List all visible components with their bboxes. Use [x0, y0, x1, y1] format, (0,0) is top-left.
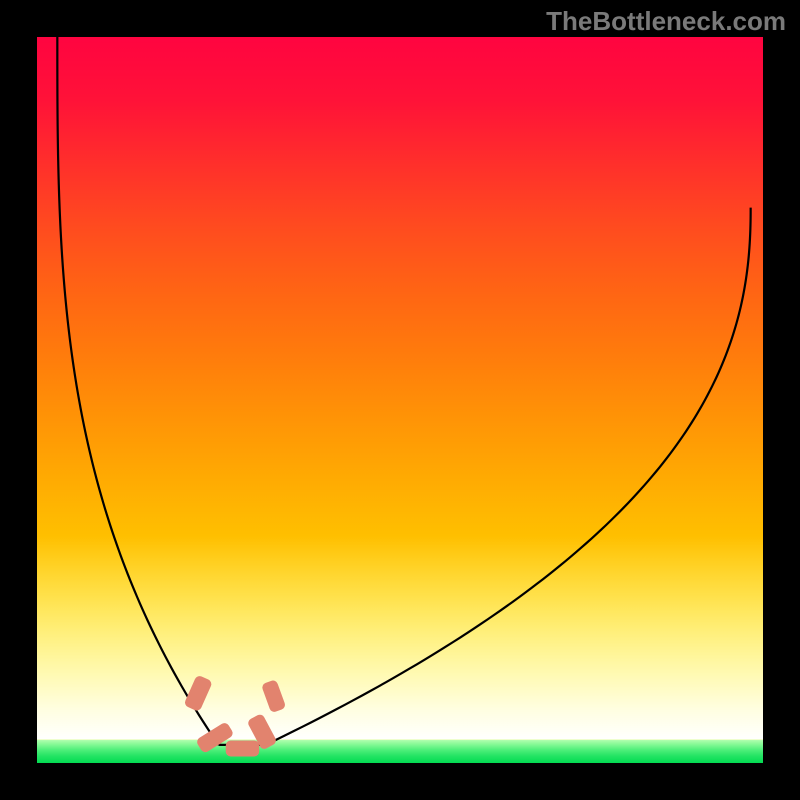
chart-container: TheBottleneck.com	[0, 0, 800, 800]
green-band	[37, 740, 763, 763]
white-fade-overlay	[37, 536, 763, 739]
plot-area	[37, 37, 763, 763]
plot-svg	[37, 37, 763, 763]
watermark-label: TheBottleneck.com	[546, 6, 786, 37]
curve-marker	[226, 740, 259, 756]
